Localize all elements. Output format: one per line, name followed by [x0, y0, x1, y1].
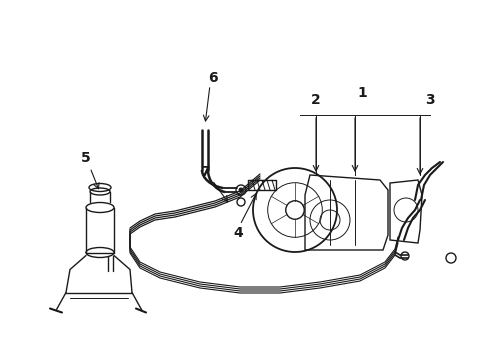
Text: 3: 3	[425, 93, 435, 107]
Text: 7: 7	[200, 165, 210, 179]
Circle shape	[239, 188, 243, 192]
Text: 2: 2	[311, 93, 321, 107]
Text: 6: 6	[208, 71, 218, 85]
Text: 5: 5	[81, 150, 91, 165]
Text: 1: 1	[357, 86, 367, 100]
Text: 4: 4	[233, 226, 243, 240]
